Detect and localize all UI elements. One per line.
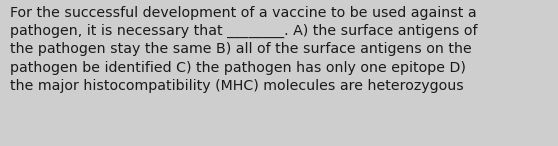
- Text: For the successful development of a vaccine to be used against a
pathogen, it is: For the successful development of a vacc…: [10, 6, 478, 93]
